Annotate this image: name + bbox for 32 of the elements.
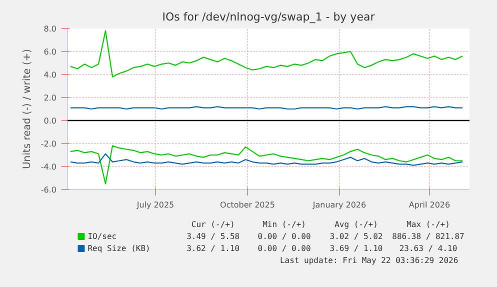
legend-label: Req Size (KB): [88, 244, 150, 253]
text: Avg (-/+): [334, 220, 378, 229]
text: Last update: Fri May 22 03:36:29 2026: [280, 256, 458, 265]
text: 23.63 / 4.10: [399, 244, 458, 253]
y-tick-label: -6.0: [40, 186, 56, 194]
text: 3.62 / 1.10: [186, 244, 240, 253]
text: 3.49 / 5.58: [186, 232, 240, 241]
line-series: [70, 153, 464, 166]
text: 0.00 / 0.00: [258, 244, 311, 253]
y-tick-label: 6.0: [44, 48, 57, 56]
text: Min (-/+): [262, 220, 306, 229]
y-tick-label: 0.0: [44, 116, 57, 126]
text: 0.00 / 0.00: [258, 232, 311, 241]
y-tick-label: 8.0: [44, 24, 57, 34]
x-tick-label: January 2026: [312, 200, 366, 210]
x-tick-label: April 2026: [408, 200, 450, 210]
y-tick-label: -2.0: [40, 140, 56, 148]
line-series: [70, 145, 464, 184]
text: 886.38 / 821.87: [392, 232, 465, 241]
x-tick-label: July 2025: [136, 200, 174, 210]
legend-label: IO/sec: [88, 232, 117, 241]
text: Max (-/+): [406, 220, 450, 229]
chart-title: IOs for /dev/nlnog-vg/swap_1 - by year: [162, 10, 376, 24]
x-tick-label: October 2025: [220, 200, 275, 210]
y-tick-label: -4.0: [40, 162, 56, 172]
y-tick-label: 4.0: [44, 70, 57, 80]
y-axis-title: Units read (-) / write (+): [22, 48, 33, 170]
y-tick-label: 2.0: [44, 94, 57, 102]
text: Cur (-/+): [191, 220, 235, 229]
text: 3.02 / 5.02: [330, 232, 383, 241]
text: 3.69 / 1.10: [330, 244, 383, 253]
line-series: [70, 30, 464, 78]
